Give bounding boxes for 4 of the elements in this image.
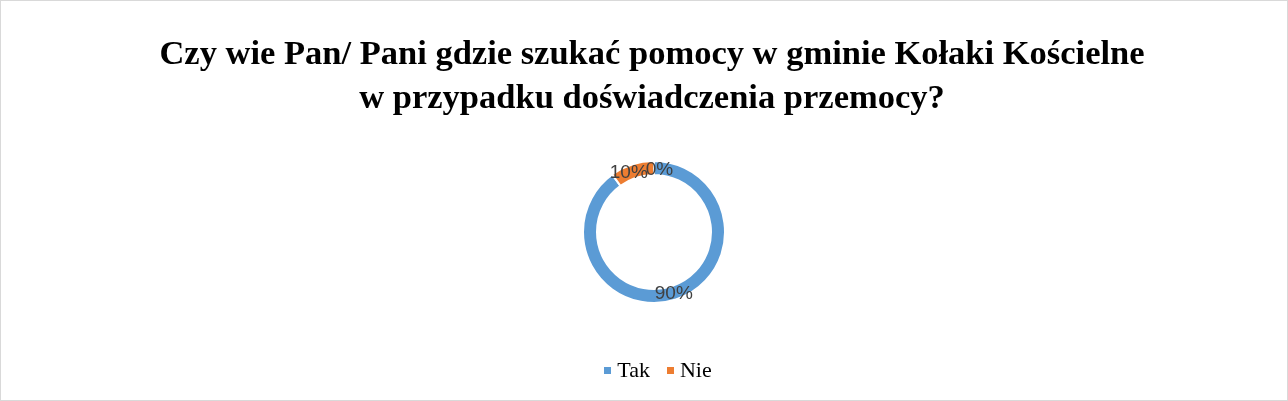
legend-label: Tak bbox=[617, 356, 650, 384]
chart-title: Czy wie Pan/ Pani gdzie szukać pomocy w gminie Kołaki Kościelne w przypadku doświadczenia przemocy? bbox=[158, 32, 1146, 117]
legend-label: Nie bbox=[679, 356, 712, 384]
donut-slice bbox=[582, 160, 726, 304]
